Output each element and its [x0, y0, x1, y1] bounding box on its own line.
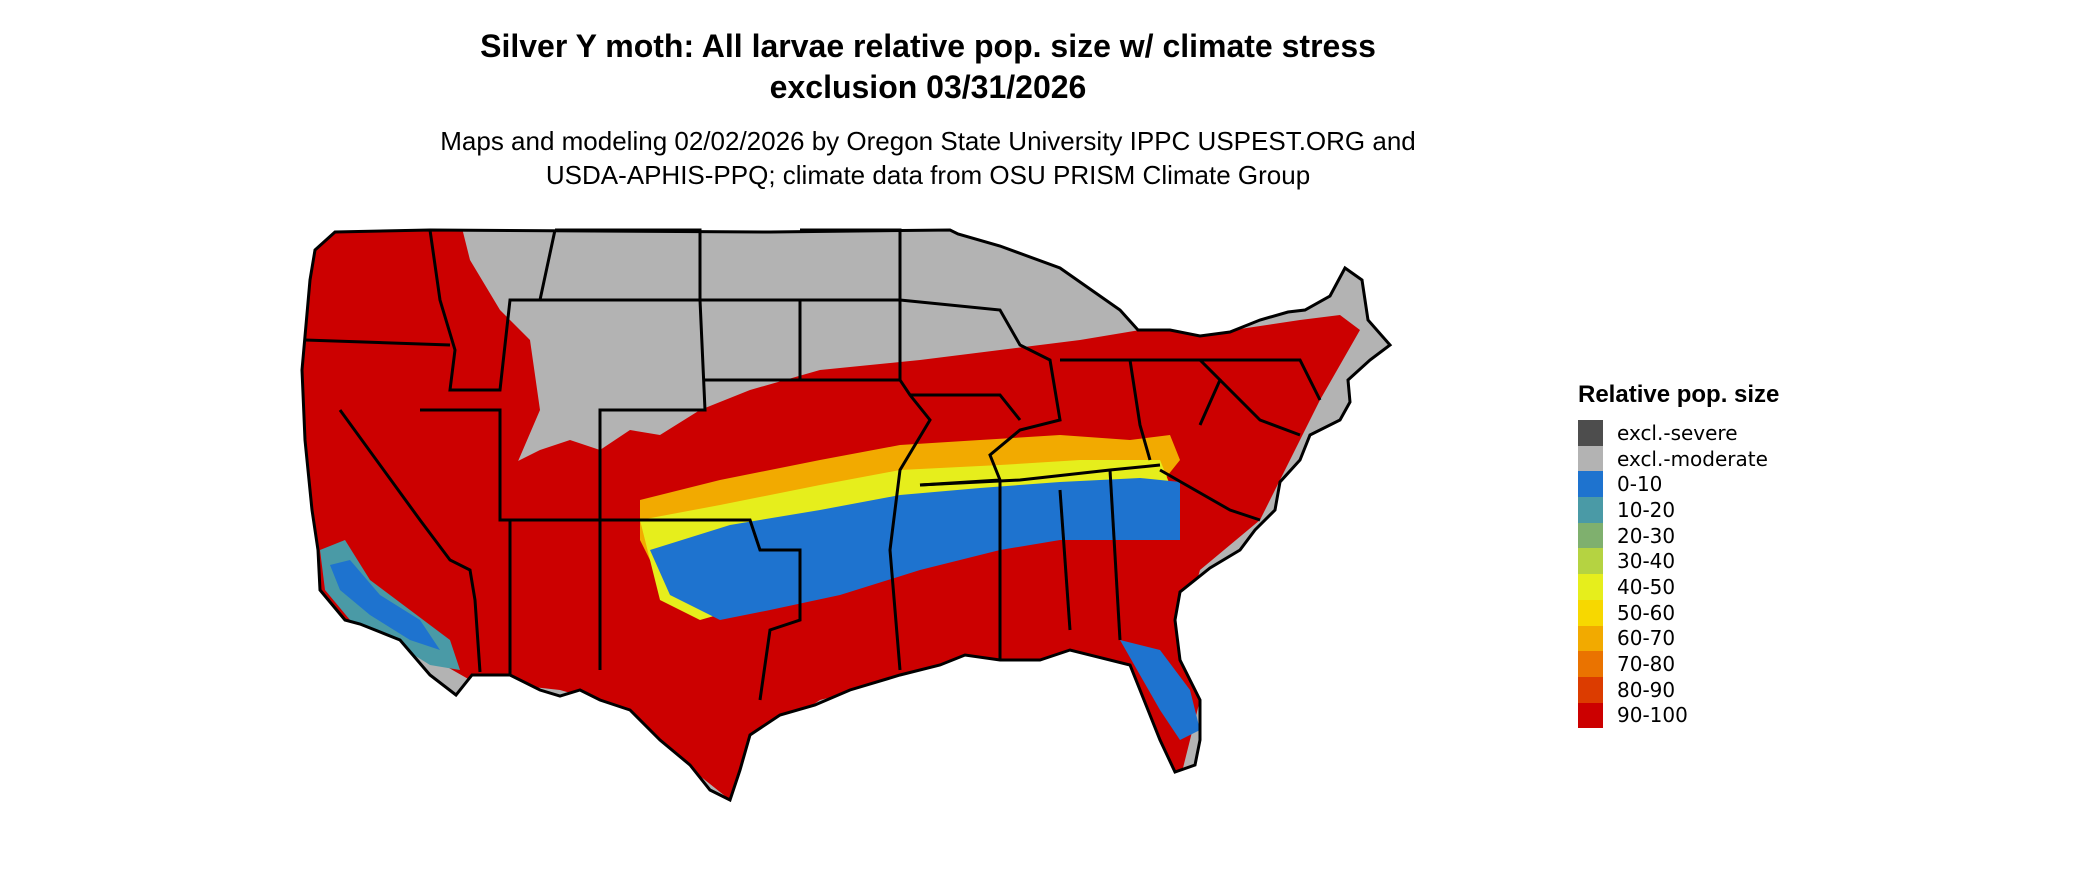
map-legend: Relative pop. size excl.-severe excl.-mo… [1578, 380, 2078, 729]
legend-swatch [1578, 497, 1603, 523]
legend-item: 0-10 [1578, 471, 2078, 498]
us-population-map [300, 228, 1393, 803]
map-subtitle: Maps and modeling 02/02/2026 by Oregon S… [0, 124, 1856, 192]
legend-label: excl.-severe [1617, 420, 1738, 445]
legend-item: 30-40 [1578, 548, 2078, 575]
legend-label: 80-90 [1617, 677, 1676, 702]
legend-item: excl.-moderate [1578, 445, 2078, 472]
legend-label: 30-40 [1617, 549, 1676, 574]
legend-label: 50-60 [1617, 600, 1676, 625]
legend-swatch [1578, 625, 1603, 652]
zone-0-10 [650, 478, 1180, 620]
map-title-line-1: Silver Y moth: All larvae relative pop. … [480, 28, 1376, 64]
legend-item: 20-30 [1578, 522, 2078, 549]
legend-swatch [1578, 676, 1603, 703]
legend-item: 80-90 [1578, 676, 2078, 703]
legend-title: Relative pop. size [1578, 381, 1780, 408]
legend-item: 10-20 [1578, 497, 2078, 523]
zone-california-0-10 [330, 560, 440, 650]
legend-swatch [1578, 599, 1603, 626]
legend-swatch [1578, 420, 1603, 446]
legend-swatch [1578, 651, 1603, 677]
legend-item: 50-60 [1578, 599, 2078, 626]
legend-label: 20-30 [1617, 523, 1676, 548]
legend-item: excl.-severe [1578, 420, 2078, 446]
legend-item: 40-50 [1578, 574, 2078, 600]
legend-item: 90-100 [1578, 702, 2078, 729]
legend-label: 0-10 [1617, 472, 1663, 497]
legend-swatch [1578, 548, 1603, 575]
map-subtitle-line-1: Maps and modeling 02/02/2026 by Oregon S… [440, 126, 1416, 156]
legend-swatch [1578, 471, 1603, 498]
legend-swatch [1578, 522, 1603, 549]
legend-swatch [1578, 702, 1603, 729]
legend-swatch [1578, 574, 1603, 600]
legend-label: 10-20 [1617, 497, 1676, 522]
legend-items: excl.-severe excl.-moderate 0-10 10-20 2… [1578, 420, 2078, 729]
legend-label: 70-80 [1617, 652, 1676, 677]
legend-label: 40-50 [1617, 574, 1676, 599]
map-title: Silver Y moth: All larvae relative pop. … [0, 26, 1856, 108]
legend-label: excl.-moderate [1617, 446, 1768, 471]
legend-swatch [1578, 445, 1603, 472]
legend-item: 70-80 [1578, 651, 2078, 677]
state-boundaries [300, 228, 1393, 803]
legend-label: 90-100 [1617, 703, 1688, 728]
legend-label: 60-70 [1617, 626, 1676, 651]
population-zones [302, 230, 1390, 800]
map-title-line-2: exclusion 03/31/2026 [769, 69, 1087, 105]
legend-item: 60-70 [1578, 625, 2078, 652]
map-subtitle-line-2: USDA-APHIS-PPQ; climate data from OSU PR… [545, 160, 1311, 190]
zone-florida-0-10 [1120, 640, 1200, 740]
